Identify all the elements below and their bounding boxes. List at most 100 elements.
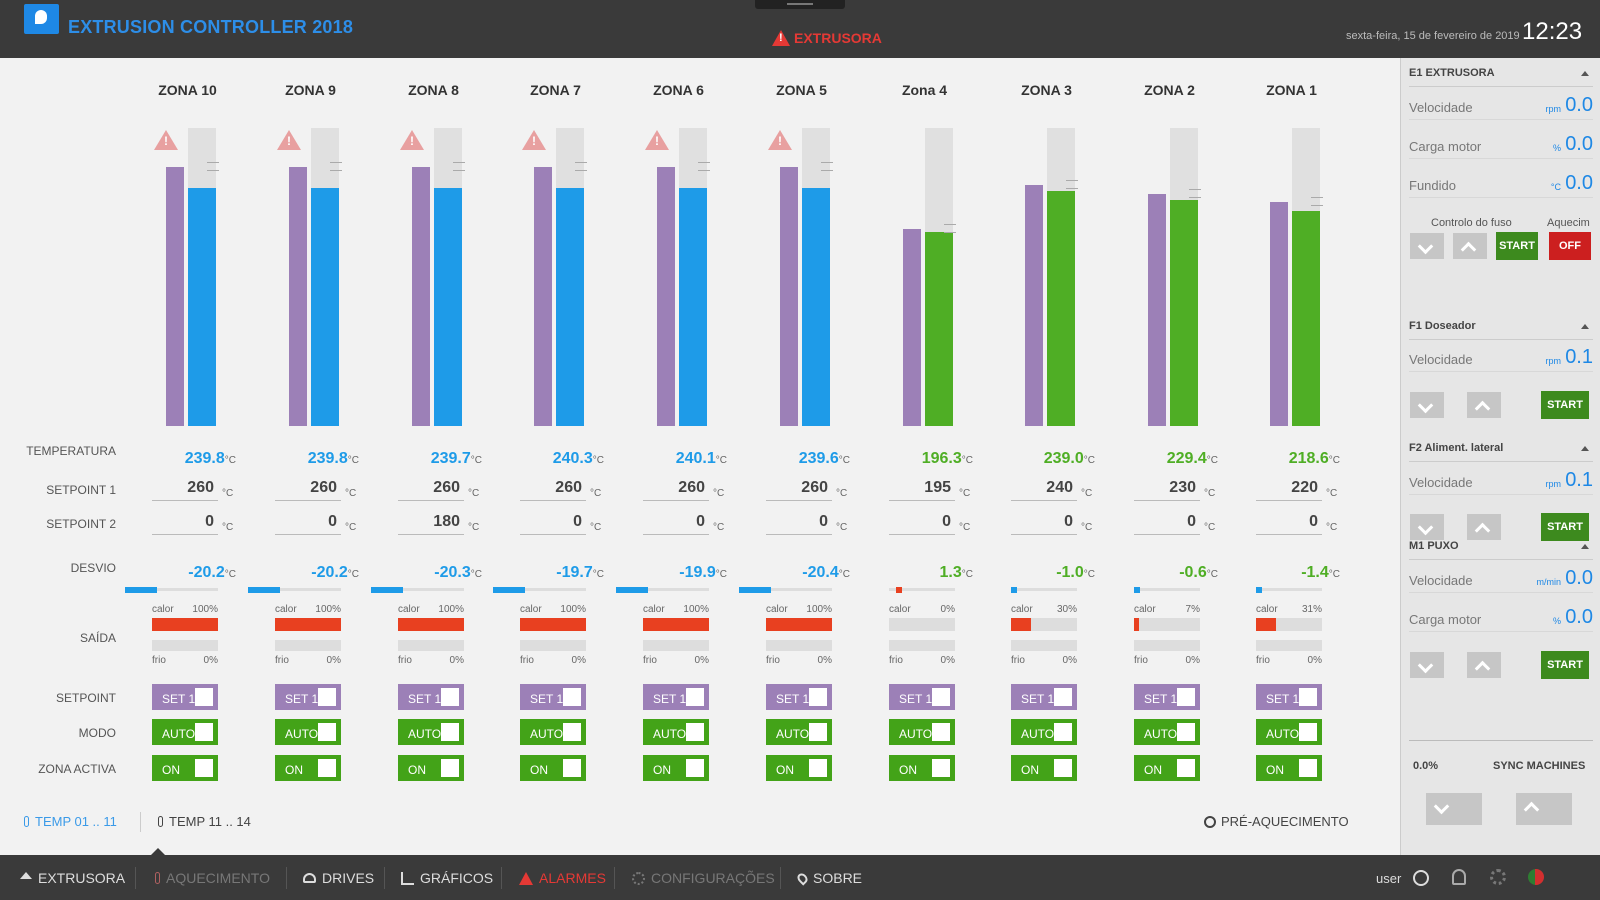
frio-percent: 0% xyxy=(940,655,955,666)
tab-temp-01-11[interactable]: TEMP 01 .. 11 xyxy=(24,814,117,829)
setpoint1-input[interactable]: 260 xyxy=(643,479,709,501)
setpoint2-input[interactable]: 0 xyxy=(520,513,586,535)
f1-down-button[interactable] xyxy=(1410,392,1444,418)
tab-temp-11-14[interactable]: TEMP 11 .. 14 xyxy=(158,814,251,829)
setpoint2-input[interactable]: 0 xyxy=(889,513,955,535)
setpoint2-input[interactable]: 0 xyxy=(766,513,832,535)
nav-alarmes[interactable]: ALARMES xyxy=(519,868,606,888)
setpoint-select-toggle[interactable]: SET 1 xyxy=(643,684,709,710)
e1-start-button[interactable]: START xyxy=(1496,232,1538,260)
setpoint2-input[interactable]: 0 xyxy=(275,513,341,535)
line-chart-icon xyxy=(401,871,414,885)
zone-column: ZONA 6 240.1°C 260 °C 0 °C -19.9°C calor… xyxy=(616,58,741,855)
mode-toggle[interactable]: AUTO xyxy=(398,719,464,745)
setpoint1-input[interactable]: 195 xyxy=(889,479,955,501)
sync-down-button[interactable] xyxy=(1426,793,1482,825)
setpoint-select-toggle[interactable]: SET 1 xyxy=(520,684,586,710)
mode-toggle[interactable]: AUTO xyxy=(1011,719,1077,745)
zone-active-toggle[interactable]: ON xyxy=(520,755,586,781)
user-menu[interactable]: user xyxy=(1376,868,1430,888)
setpoint1-input[interactable]: 230 xyxy=(1134,479,1200,501)
setpoint1-input[interactable]: 260 xyxy=(275,479,341,501)
mode-toggle[interactable]: AUTO xyxy=(766,719,832,745)
mode-toggle[interactable]: AUTO xyxy=(889,719,955,745)
setpoint2-input[interactable]: 0 xyxy=(1011,513,1077,535)
f1-up-button[interactable] xyxy=(1467,392,1501,418)
zone-title: ZONA 2 xyxy=(1144,82,1195,98)
nav-aquecimento[interactable]: AQUECIMENTO xyxy=(155,868,270,888)
nav-graficos[interactable]: GRÁFICOS xyxy=(401,868,493,888)
heat-output-bar xyxy=(889,618,955,631)
setpoint1-input[interactable]: 260 xyxy=(398,479,464,501)
f2-down-button[interactable] xyxy=(1410,514,1444,540)
mode-toggle[interactable]: AUTO xyxy=(152,719,218,745)
mode-toggle[interactable]: AUTO xyxy=(643,719,709,745)
setpoint1-input[interactable]: 260 xyxy=(152,479,218,501)
mode-toggle[interactable]: AUTO xyxy=(520,719,586,745)
preheat-button[interactable]: PRÉ-AQUECIMENTO xyxy=(1204,814,1349,829)
setpoint-select-toggle[interactable]: SET 1 xyxy=(275,684,341,710)
e1-heating-off-button[interactable]: OFF xyxy=(1549,232,1591,260)
zone-active-toggle[interactable]: ON xyxy=(275,755,341,781)
m1-up-button[interactable] xyxy=(1467,652,1501,678)
nav-configuracoes[interactable]: CONFIGURAÇÕES xyxy=(632,868,775,888)
f1-start-button[interactable]: START xyxy=(1541,391,1589,419)
zone-active-toggle[interactable]: ON xyxy=(1011,755,1077,781)
row-label-setpoint: SETPOINT xyxy=(55,691,116,705)
nav-extrusora[interactable]: EXTRUSORA xyxy=(20,868,125,888)
setpoint-bar xyxy=(1270,202,1288,426)
settings-gear-icon[interactable] xyxy=(1490,869,1506,885)
f2-start-button[interactable]: START xyxy=(1541,513,1589,541)
toggle-knob xyxy=(932,723,950,741)
section-f2-header[interactable]: F2 Aliment. lateral xyxy=(1409,442,1593,462)
setpoint-select-toggle[interactable]: SET 1 xyxy=(766,684,832,710)
mode-toggle[interactable]: AUTO xyxy=(1256,719,1322,745)
setpoint2-input[interactable]: 0 xyxy=(1134,513,1200,535)
zone-active-toggle[interactable]: ON xyxy=(1256,755,1322,781)
setpoint1-input[interactable]: 260 xyxy=(766,479,832,501)
setpoint-select-toggle[interactable]: SET 1 xyxy=(1256,684,1322,710)
active-alarm[interactable]: EXTRUSORA xyxy=(772,30,882,46)
m1-down-button[interactable] xyxy=(1410,652,1444,678)
language-flag-icon[interactable] xyxy=(1528,869,1544,885)
bell-icon[interactable] xyxy=(1452,869,1466,885)
desvio-indicator xyxy=(896,587,902,593)
section-m1-header[interactable]: M1 PUXO xyxy=(1409,540,1593,560)
unit: °C xyxy=(961,455,973,466)
setpoint2-input[interactable]: 0 xyxy=(1256,513,1322,535)
zone-active-toggle[interactable]: ON xyxy=(152,755,218,781)
setpoint-select-toggle[interactable]: SET 1 xyxy=(152,684,218,710)
toggle-knob xyxy=(318,759,336,777)
setpoint-select-toggle[interactable]: SET 1 xyxy=(889,684,955,710)
e1-speed-down-button[interactable] xyxy=(1410,233,1444,259)
setpoint2-input[interactable]: 0 xyxy=(643,513,709,535)
f2-up-button[interactable] xyxy=(1467,514,1501,540)
setpoint2-input[interactable]: 0 xyxy=(152,513,218,535)
section-f1-header[interactable]: F1 Doseador xyxy=(1409,320,1593,340)
setpoint1-input[interactable]: 260 xyxy=(520,479,586,501)
mode-toggle[interactable]: AUTO xyxy=(275,719,341,745)
zone-active-toggle[interactable]: ON xyxy=(1134,755,1200,781)
drawer-handle[interactable] xyxy=(755,0,845,9)
setpoint1-input[interactable]: 240 xyxy=(1011,479,1077,501)
setpoint1-input[interactable]: 220 xyxy=(1256,479,1322,501)
sync-up-button[interactable] xyxy=(1516,793,1572,825)
setpoint-select-toggle[interactable]: SET 1 xyxy=(1011,684,1077,710)
section-e1-header[interactable]: E1 EXTRUSORA xyxy=(1409,67,1593,87)
setpoint-select-toggle[interactable]: SET 1 xyxy=(398,684,464,710)
e1-speed-up-button[interactable] xyxy=(1453,233,1487,259)
nav-drives[interactable]: DRIVES xyxy=(303,868,374,888)
top-bar: EXTRUSION CONTROLLER 2018 EXTRUSORA sext… xyxy=(0,0,1600,58)
setpoint-select-toggle[interactable]: SET 1 xyxy=(1134,684,1200,710)
zone-active-toggle[interactable]: ON xyxy=(398,755,464,781)
mode-toggle[interactable]: AUTO xyxy=(1134,719,1200,745)
zone-active-toggle[interactable]: ON xyxy=(643,755,709,781)
zone-column: ZONA 10 239.8°C 260 °C 0 °C -20.2°C calo… xyxy=(125,58,250,855)
e1-carga-row: Carga motor% 0.0 xyxy=(1409,131,1593,159)
zone-active-toggle[interactable]: ON xyxy=(766,755,832,781)
desvio-number: 1.3 xyxy=(939,564,962,581)
m1-start-button[interactable]: START xyxy=(1541,651,1589,679)
setpoint2-input[interactable]: 180 xyxy=(398,513,464,535)
zone-active-toggle[interactable]: ON xyxy=(889,755,955,781)
nav-sobre[interactable]: SOBRE xyxy=(795,868,862,888)
